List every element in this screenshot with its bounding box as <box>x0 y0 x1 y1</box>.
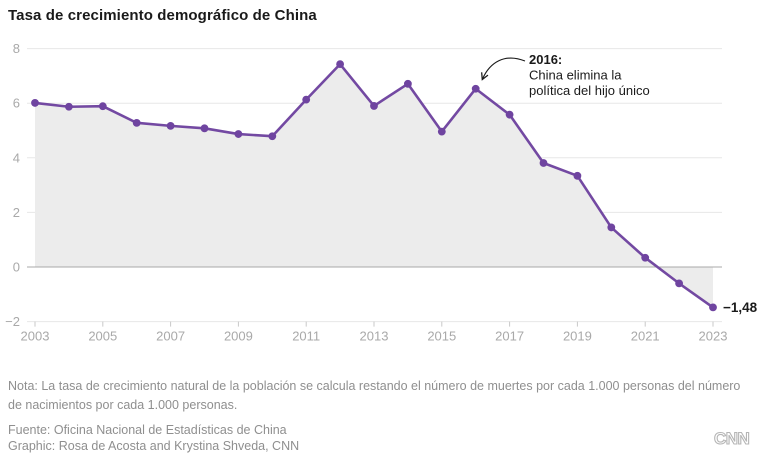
data-point <box>200 124 209 133</box>
annotation-text: 2016: China elimina la política del hijo ú… <box>529 52 650 98</box>
area-fill <box>35 64 713 308</box>
y-tick-label: 2 <box>13 205 20 220</box>
x-tick-label: 2023 <box>699 329 728 344</box>
x-tick-label: 2007 <box>156 329 185 344</box>
data-point <box>573 171 582 180</box>
y-tick-label: 0 <box>13 260 20 275</box>
credit-text: Graphic: Rosa de Acosta and Krystina Shv… <box>8 439 300 453</box>
x-tick-label: 2013 <box>360 329 389 344</box>
x-tick-label: 2017 <box>495 329 524 344</box>
source-block: Fuente: Oficina Nacional de Estadísticas… <box>8 422 761 454</box>
data-point <box>675 279 683 288</box>
data-point <box>471 84 480 93</box>
x-tick-label: 2011 <box>292 329 320 344</box>
x-tick-label: 2019 <box>563 329 592 344</box>
data-point <box>505 110 514 119</box>
area-fill-layer <box>35 64 713 308</box>
data-point <box>166 121 175 130</box>
cnn-logo-text: CNN <box>714 429 750 448</box>
data-point <box>132 118 141 127</box>
data-point <box>336 60 344 69</box>
data-point <box>404 79 412 88</box>
data-point <box>65 102 73 111</box>
data-point <box>370 102 378 110</box>
x-tick-label: 2021 <box>631 329 660 344</box>
source-text: Fuente: Oficina Nacional de Estadísticas… <box>8 423 287 437</box>
data-point <box>31 99 39 107</box>
data-point <box>709 303 717 312</box>
source-lines: Fuente: Oficina Nacional de Estadísticas… <box>8 422 299 454</box>
x-tick-label: 2009 <box>224 329 253 344</box>
cnn-logo: CNN <box>713 428 750 448</box>
end-value-label: −1,48 <box>723 300 758 315</box>
y-tick-label: 4 <box>13 150 20 165</box>
y-tick-label: −2 <box>5 314 20 329</box>
data-point <box>302 95 311 104</box>
x-tick-label: 2015 <box>427 329 456 344</box>
annotation-arrow <box>481 57 526 81</box>
data-point <box>539 159 548 167</box>
data-point <box>98 102 107 111</box>
y-tick-label: 6 <box>13 96 20 111</box>
x-tick-label: 2005 <box>88 329 117 344</box>
data-point <box>607 223 616 232</box>
chart-title: Tasa de crecimiento demográfico de China <box>8 7 317 24</box>
data-point <box>641 253 650 262</box>
data-point <box>268 132 277 141</box>
series <box>31 60 717 312</box>
data-point <box>437 127 446 136</box>
footnote: Nota: La tasa de crecimiento natural de … <box>8 379 741 413</box>
data-point <box>234 130 243 138</box>
annotations: 2016: China elimina la política del hijo ú… <box>481 52 758 315</box>
y-tick-label: 8 <box>13 41 20 56</box>
x-tick-label: 2003 <box>21 329 50 344</box>
